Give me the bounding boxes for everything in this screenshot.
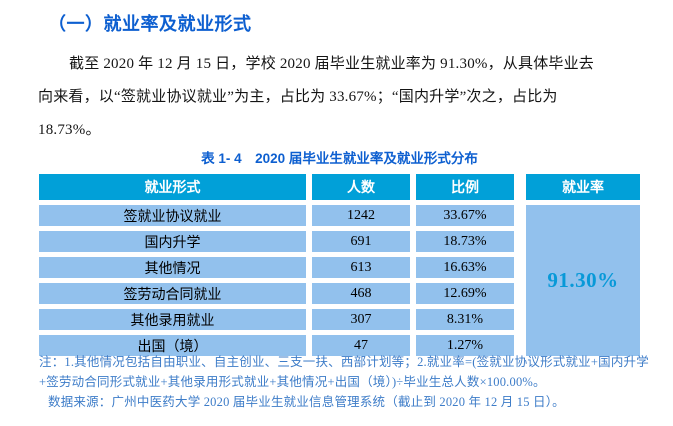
cell-count: 468 xyxy=(312,283,410,304)
employment-table: 就业形式 人数 比例 签就业协议就业 1242 33.67% 国内升学 691 … xyxy=(39,174,640,356)
cell-ratio: 33.67% xyxy=(416,205,514,226)
section-title: （一）就业率及就业形式 xyxy=(48,14,252,34)
cell-count: 691 xyxy=(312,231,410,252)
cell-count: 1242 xyxy=(312,205,410,226)
table-notes: 注：1.其他情况包括自由职业、自主创业、三支一扶、西部计划等；2.就业率=(签就… xyxy=(39,352,651,412)
cell-ratio: 16.63% xyxy=(416,257,514,278)
cell-ratio: 1.27% xyxy=(416,335,514,356)
employment-rate-cell: 91.30% xyxy=(526,205,640,356)
table-caption: 表 1- 4 2020 届毕业生就业率及就业形式分布 xyxy=(201,151,478,166)
cell-ratio: 8.31% xyxy=(416,309,514,330)
column-header-form: 就业形式 xyxy=(39,174,306,200)
cell-count: 307 xyxy=(312,309,410,330)
paragraph-line: 18.73%。 xyxy=(38,122,101,138)
intro-paragraph: 截至 2020 年 12 月 15 日，学校 2020 届毕业生就业率为 91.… xyxy=(38,48,642,147)
cell-count: 47 xyxy=(312,335,410,356)
employment-rate-value: 91.30% xyxy=(547,268,619,292)
column-header-rate: 就业率 xyxy=(526,174,640,200)
column-header-ratio: 比例 xyxy=(416,174,514,200)
data-source-line: 数据来源：广州中医药大学 2020 届毕业生就业信息管理系统（截止到 2020 … xyxy=(48,395,565,409)
cell-form: 出国（境） xyxy=(39,335,306,356)
cell-form: 国内升学 xyxy=(39,231,306,252)
column-header-count: 人数 xyxy=(312,174,410,200)
employment-rate-column: 就业率 91.30% xyxy=(526,174,640,356)
cell-form: 其他情况 xyxy=(39,257,306,278)
cell-form: 签劳动合同就业 xyxy=(39,283,306,304)
table-main-columns: 就业形式 人数 比例 签就业协议就业 1242 33.67% 国内升学 691 … xyxy=(39,174,514,356)
cell-count: 613 xyxy=(312,257,410,278)
paragraph-line: 截至 2020 年 12 月 15 日，学校 2020 届毕业生就业率为 91.… xyxy=(69,56,594,72)
cell-form: 签就业协议就业 xyxy=(39,205,306,226)
note-line: 注：1.其他情况包括自由职业、自主创业、三支一扶、西部计划等；2.就业率=(签就… xyxy=(39,355,649,369)
cell-ratio: 18.73% xyxy=(416,231,514,252)
cell-ratio: 12.69% xyxy=(416,283,514,304)
paragraph-line: 向来看，以“签就业协议就业”为主，占比为 33.67%；“国内升学”次之，占比为 xyxy=(38,89,558,105)
note-line: +签劳动合同形式就业+其他录用形式就业+其他情况+出国（境）)÷毕业生总人数×1… xyxy=(39,375,546,389)
cell-form: 其他录用就业 xyxy=(39,309,306,330)
